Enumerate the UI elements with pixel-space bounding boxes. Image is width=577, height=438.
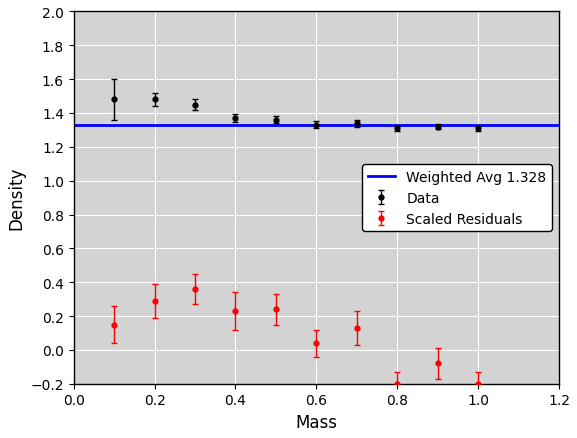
Y-axis label: Density: Density bbox=[7, 166, 25, 230]
Legend: Weighted Avg 1.328, Data, Scaled Residuals: Weighted Avg 1.328, Data, Scaled Residua… bbox=[362, 165, 552, 232]
X-axis label: Mass: Mass bbox=[295, 413, 338, 431]
